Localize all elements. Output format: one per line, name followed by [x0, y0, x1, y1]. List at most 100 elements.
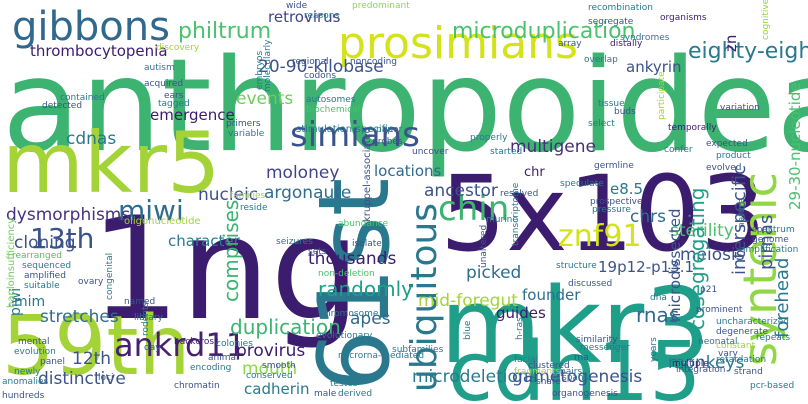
word-amplified: amplified [24, 271, 66, 281]
word-cognitive: cognitive [761, 0, 771, 40]
word-chr: chr [524, 165, 545, 180]
word-ears: ears [164, 91, 184, 101]
word-retardation: retardation [716, 355, 766, 365]
word-repeats: repeats [756, 333, 790, 343]
word-properly: properly [470, 133, 508, 143]
word-day: day [144, 343, 161, 353]
word-sets: sets [308, 247, 327, 257]
word-encoding: encoding [190, 363, 231, 373]
word-genome: genome [752, 235, 789, 245]
word-spectrum: spectrum [752, 225, 795, 235]
word-moloney: moloney [266, 163, 339, 183]
word-unaltered: unaltered [479, 225, 489, 268]
word-dna: dna [650, 293, 667, 303]
word-abundance: abundance [338, 219, 389, 229]
word-pcr-based: pcr-based [750, 381, 794, 391]
word-comprises: comprises [219, 200, 243, 302]
word-noncoding: noncoding [350, 57, 397, 67]
word-randomly: randomly [318, 277, 413, 301]
word-families: families [230, 191, 265, 201]
word-share: share [536, 377, 561, 387]
word-amplification: amplification [740, 245, 798, 255]
word-prominent: prominent [696, 305, 743, 315]
word-suitable: suitable [24, 281, 60, 291]
word-autism: autism [144, 63, 175, 73]
word-codons: codons [304, 71, 336, 81]
word-sequenced: sequenced [22, 261, 71, 271]
word-h-ras: h-ras [515, 317, 525, 340]
word-recombination: recombination [588, 3, 653, 13]
word-murine: murine [486, 215, 518, 225]
word-discovery: discovery [156, 43, 200, 53]
word-reasons: reasons [304, 11, 339, 21]
word-smooth: smooth [262, 361, 296, 371]
word-colonies: colonies [216, 339, 253, 349]
word-strand: strand [734, 367, 763, 377]
word-blue: blue [463, 320, 473, 340]
word-cadherin: cadherin [244, 380, 310, 398]
word-thrombocytopenia: thrombocytopenia [30, 42, 168, 60]
word-discussed: discussed [568, 279, 612, 289]
word-expected: expected [706, 139, 748, 149]
word-conserved: conserved [246, 371, 293, 381]
word-animal: animal [208, 353, 239, 363]
word-wide: wide [286, 1, 308, 11]
word-ankyrin: ankyrin [626, 58, 682, 76]
word-biochemical: biochemical [306, 105, 360, 115]
word-nature: nature [737, 198, 747, 228]
word-germline: germline [594, 161, 634, 171]
word-select: select [588, 119, 615, 129]
word-probes: probes [372, 137, 403, 147]
word-male: male [314, 389, 337, 399]
word-chrs: chrs [630, 207, 666, 227]
word-seizures: seizures [276, 237, 313, 247]
word-loci: loci [98, 373, 113, 383]
word-panel: panel [40, 357, 65, 367]
word-29-30-nucleotide: 29-30-nucleotide [786, 82, 804, 210]
word-isolate: isolate [352, 239, 382, 249]
word-mental: mental [18, 337, 50, 347]
word-chromosome: chromosome [320, 309, 379, 319]
word-rna: rna [574, 353, 589, 363]
word-structure: structure [556, 261, 597, 271]
word-p21: p21 [700, 285, 717, 295]
word-started: started [490, 147, 522, 157]
word-array: array [558, 39, 582, 49]
word-participate: participate [657, 71, 667, 120]
word-multigene: multigene [510, 137, 596, 157]
word-confer: confer [664, 145, 693, 155]
word-philtrum: philtrum [178, 19, 271, 44]
word-paper: paper [376, 125, 402, 135]
word-distally: distally [610, 39, 643, 49]
word-chromatin: chromatin [174, 381, 220, 391]
word-simians: simians [290, 115, 420, 155]
word-argonaute: argonaute [264, 183, 351, 203]
word-zn: zn [722, 35, 740, 52]
word-cdnas: cdnas [66, 129, 116, 149]
word-organogenesis: organogenesis [552, 389, 618, 399]
word-congenital: congenital [105, 253, 115, 300]
word-derived: derived [338, 389, 372, 399]
word-resolved: resolved [500, 189, 538, 199]
word-years: years [649, 337, 659, 362]
word-newly: newly [14, 367, 41, 377]
word-neonatal: neonatal [698, 337, 738, 347]
word-variation: variation [720, 103, 760, 113]
word-uncover: uncover [412, 147, 449, 157]
word-rodents: rodents [141, 302, 151, 336]
word-evolved: evolved [706, 163, 741, 173]
word-pressure: pressure [592, 205, 631, 215]
word-overlap: overlap [584, 55, 618, 65]
word-testes: testes [330, 379, 358, 389]
word-organisms: organisms [660, 13, 707, 23]
word-eighty-eight: eighty-eight [688, 39, 808, 64]
word-similarity: similarity [576, 335, 618, 345]
word-rearranged: rearranged [12, 251, 62, 261]
word-locations: locations [374, 162, 442, 180]
word-regional: regional [292, 57, 328, 67]
word-predominant: predominant [352, 1, 410, 11]
word-cloning: cloning [14, 233, 76, 253]
word-buds: buds [614, 107, 636, 117]
word-non-deletion: non-deletion [318, 269, 375, 279]
